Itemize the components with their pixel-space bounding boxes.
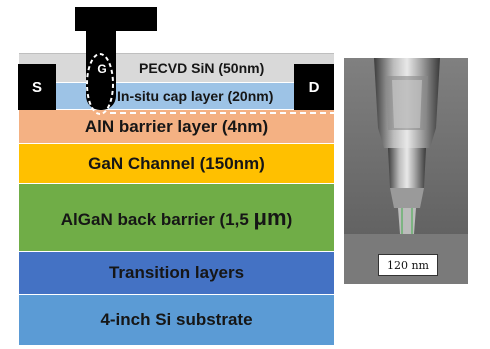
drain-contact: D xyxy=(294,64,334,110)
in-situ-cap-layer: In-situ cap layer (20nm) xyxy=(19,83,334,110)
algan-label-prefix: AlGaN back barrier (1,5 xyxy=(60,209,254,229)
aln-barrier-label: AlN barrier layer (4nm) xyxy=(84,116,269,136)
scale-bar-label: 120 nm xyxy=(386,258,429,272)
gate-stem xyxy=(86,28,116,110)
scale-bar-box: 120 nm xyxy=(378,254,438,276)
algan-label-suffix: ) xyxy=(286,209,293,229)
gate-head xyxy=(75,7,157,31)
source-label: S xyxy=(31,78,42,96)
sem-micrograph: 120 nm xyxy=(344,58,468,284)
algan-back-barrier-label: AlGaN back barrier (1,5 μm) xyxy=(61,205,292,231)
si-substrate-layer: 4-inch Si substrate xyxy=(19,295,334,346)
gate-foot-highlight xyxy=(86,53,114,115)
algan-label-unit: μm xyxy=(253,204,287,230)
aln-barrier-layer: AlN barrier layer (4nm) xyxy=(19,110,334,144)
transition-layers-label: Transition layers xyxy=(108,263,245,282)
gate-label: G xyxy=(97,62,107,76)
gan-channel-layer: GaN Channel (150nm) xyxy=(19,144,334,184)
sem-gate-image xyxy=(344,58,468,284)
pecvd-sin-label: PECVD SiN (50nm) xyxy=(139,60,265,76)
gan-channel-label: GaN Channel (150nm) xyxy=(88,153,265,173)
algan-back-barrier-layer: AlGaN back barrier (1,5 μm) xyxy=(19,184,334,252)
in-situ-cap-label: In-situ cap layer (20nm) xyxy=(117,88,274,104)
source-contact: S xyxy=(18,64,56,110)
pecvd-sin-layer: PECVD SiN (50nm) xyxy=(19,53,334,83)
drain-label: D xyxy=(308,78,320,96)
transition-layers: Transition layers xyxy=(19,252,334,295)
si-substrate-label: 4-inch Si substrate xyxy=(100,310,253,329)
